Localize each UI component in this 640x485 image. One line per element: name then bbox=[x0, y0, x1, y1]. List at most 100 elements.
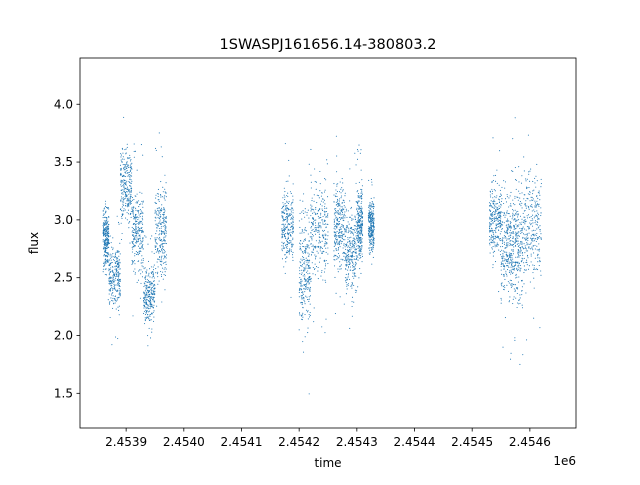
data-point bbox=[307, 318, 309, 320]
data-point bbox=[494, 212, 496, 214]
data-point bbox=[520, 267, 522, 269]
data-point bbox=[360, 217, 362, 219]
data-point bbox=[281, 235, 283, 237]
data-point bbox=[117, 281, 119, 283]
data-point bbox=[500, 263, 502, 265]
data-point bbox=[145, 293, 147, 295]
data-point bbox=[372, 237, 374, 239]
data-point bbox=[537, 221, 539, 224]
data-point bbox=[324, 238, 326, 241]
data-point bbox=[289, 208, 291, 210]
data-point bbox=[505, 245, 507, 247]
data-point bbox=[334, 236, 336, 238]
data-point bbox=[117, 257, 119, 259]
data-point bbox=[347, 221, 349, 223]
data-point bbox=[301, 294, 303, 297]
data-point bbox=[536, 228, 538, 230]
data-point bbox=[497, 217, 499, 219]
data-point bbox=[511, 256, 513, 258]
data-point bbox=[373, 224, 375, 226]
data-point bbox=[301, 291, 303, 293]
data-point bbox=[534, 200, 536, 202]
data-point bbox=[112, 280, 114, 282]
data-point bbox=[527, 254, 529, 257]
data-point bbox=[134, 272, 136, 274]
data-point bbox=[126, 163, 128, 165]
data-point bbox=[161, 264, 163, 266]
data-point bbox=[325, 251, 327, 253]
data-point bbox=[536, 196, 538, 198]
data-point bbox=[126, 212, 128, 214]
data-point bbox=[512, 138, 514, 140]
data-point bbox=[516, 292, 518, 295]
data-point bbox=[308, 298, 310, 300]
data-point bbox=[288, 201, 290, 203]
data-point bbox=[510, 273, 512, 275]
data-point bbox=[126, 143, 128, 145]
data-point bbox=[151, 251, 153, 253]
data-point bbox=[157, 225, 159, 227]
data-point bbox=[106, 218, 108, 220]
data-point bbox=[154, 240, 156, 242]
data-point bbox=[319, 170, 321, 173]
data-point bbox=[519, 270, 521, 272]
data-point bbox=[509, 234, 511, 236]
data-point bbox=[104, 230, 106, 232]
data-point bbox=[534, 229, 536, 231]
data-point bbox=[499, 233, 501, 235]
data-point bbox=[494, 227, 497, 229]
data-point bbox=[536, 200, 538, 202]
data-point bbox=[283, 209, 285, 211]
data-point bbox=[371, 181, 373, 183]
data-point bbox=[529, 205, 531, 207]
data-point bbox=[282, 233, 284, 235]
data-point bbox=[492, 200, 494, 203]
data-point bbox=[507, 218, 509, 220]
data-point bbox=[120, 189, 122, 191]
data-point bbox=[532, 234, 534, 236]
data-point bbox=[528, 226, 530, 228]
data-point bbox=[284, 212, 286, 214]
data-point bbox=[333, 240, 336, 242]
data-point bbox=[515, 263, 517, 265]
data-point bbox=[313, 246, 315, 248]
data-point bbox=[497, 236, 499, 238]
data-point bbox=[534, 222, 536, 224]
data-point bbox=[305, 280, 307, 282]
data-point bbox=[103, 253, 105, 255]
data-point bbox=[108, 293, 110, 295]
data-point bbox=[156, 193, 158, 195]
data-point bbox=[129, 212, 131, 214]
data-point bbox=[315, 256, 317, 258]
data-point bbox=[340, 243, 342, 245]
data-point bbox=[350, 242, 352, 245]
data-point bbox=[162, 278, 164, 280]
data-point bbox=[529, 228, 531, 230]
data-point bbox=[535, 205, 538, 207]
data-point bbox=[514, 261, 516, 263]
data-point bbox=[519, 294, 521, 296]
data-point bbox=[114, 276, 116, 278]
data-point bbox=[163, 273, 165, 276]
data-point bbox=[290, 250, 292, 253]
data-point bbox=[160, 207, 162, 209]
data-point bbox=[516, 306, 518, 309]
data-point bbox=[354, 267, 356, 270]
data-point bbox=[162, 232, 164, 234]
data-point bbox=[156, 227, 158, 229]
data-point bbox=[344, 229, 346, 231]
data-point bbox=[135, 215, 137, 217]
data-point bbox=[517, 242, 519, 245]
data-point bbox=[358, 249, 360, 251]
data-point bbox=[512, 253, 514, 255]
data-point bbox=[369, 220, 371, 223]
data-point bbox=[143, 286, 145, 288]
data-point bbox=[500, 299, 502, 301]
data-point bbox=[115, 308, 117, 310]
data-point bbox=[512, 241, 514, 243]
data-point bbox=[519, 255, 521, 257]
data-point bbox=[347, 269, 349, 271]
data-point bbox=[144, 302, 146, 304]
data-point bbox=[349, 266, 352, 268]
data-point bbox=[356, 203, 359, 205]
